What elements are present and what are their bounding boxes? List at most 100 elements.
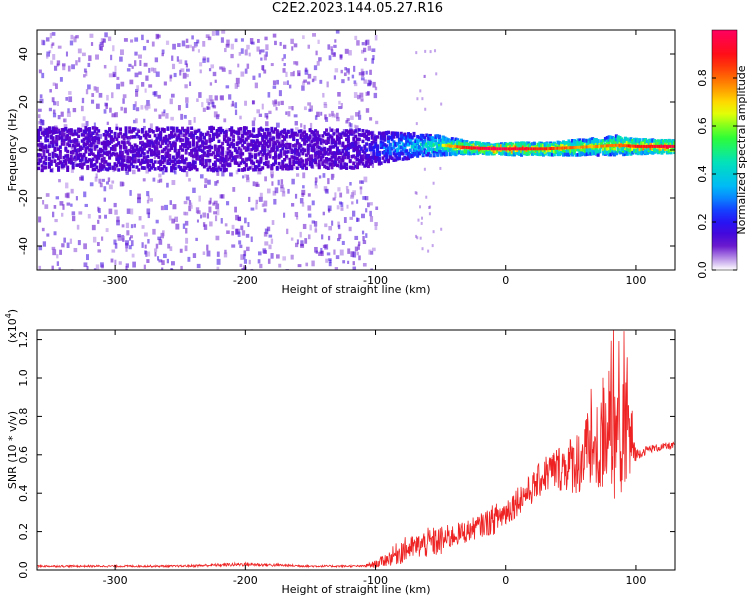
heatmap-scatter-cell: [360, 98, 364, 102]
heatmap-band-cell: [481, 149, 485, 154]
heatmap-core-cell: [645, 144, 649, 148]
heatmap-core-cell: [478, 146, 482, 150]
heatmap-scatter-cell: [176, 56, 179, 62]
heatmap-scatter-cell: [147, 103, 151, 109]
heatmap-band-cell: [284, 166, 288, 171]
heatmap-band-cell: [131, 153, 135, 158]
heatmap-scatter-cell: [129, 190, 132, 196]
heatmap-band-cell: [193, 154, 197, 159]
heatmap-band-cell: [306, 157, 310, 162]
heatmap-scatter-cell: [141, 34, 144, 41]
heatmap-band-cell: [270, 137, 274, 142]
heatmap-scatter-cell: [220, 218, 223, 224]
heatmap-band-cell: [664, 138, 668, 143]
heatmap-band-cell: [571, 143, 575, 148]
heatmap-band-cell: [432, 137, 436, 142]
heatmap-band-cell: [67, 160, 71, 164]
heatmap-band-cell: [137, 134, 141, 139]
heatmap-band-cell: [622, 141, 626, 146]
heatmap-scatter-cell: [63, 118, 67, 123]
heatmap-band-cell: [124, 167, 128, 171]
heatmap-band-cell: [181, 154, 185, 159]
heatmap-band-cell: [483, 142, 487, 147]
heatmap-band-cell: [452, 151, 456, 156]
heatmap-band-cell: [337, 137, 341, 142]
heatmap-band-cell: [361, 149, 365, 154]
heatmap-scatter-cell: [62, 64, 66, 71]
heatmap-band-cell: [297, 161, 301, 165]
heatmap-band-cell: [445, 139, 449, 144]
heatmap-scatter-cell: [87, 213, 91, 219]
heatmap-scatter-cell: [308, 108, 312, 112]
heatmap-band-cell: [551, 143, 555, 147]
heatmap-scatter-cell: [235, 214, 239, 221]
heatmap-band-cell: [421, 142, 425, 147]
heatmap-band-cell: [594, 137, 598, 142]
heatmap-band-cell: [188, 144, 192, 149]
heatmap-band-cell: [352, 143, 356, 148]
heatmap-band-cell: [206, 145, 210, 149]
heatmap-band-cell: [224, 139, 228, 144]
heatmap-scatter-cell: [237, 63, 240, 68]
heatmap-scatter-cell: [160, 205, 164, 211]
heatmap-band-cell: [166, 138, 170, 142]
heatmap-band-cell: [306, 151, 310, 155]
heatmap-band-cell: [390, 134, 394, 139]
heatmap-band-cell: [164, 146, 168, 150]
heatmap-band-cell: [242, 146, 246, 150]
heatmap-scatter-cell: [85, 70, 88, 77]
heatmap-band-cell: [538, 150, 542, 154]
heatmap-band-cell: [399, 137, 403, 142]
heatmap-band-cell: [75, 138, 79, 142]
heatmap-band-cell: [160, 155, 164, 160]
heatmap-scatter-cell: [128, 63, 132, 67]
heatmap-band-cell: [609, 135, 613, 140]
heatmap-band-cell: [270, 148, 274, 153]
heatmap-band-cell: [281, 146, 285, 151]
heatmap-band-cell: [195, 141, 199, 145]
heatmap-band-cell: [332, 163, 336, 167]
heatmap-scatter-cell: [134, 60, 137, 67]
heatmap-band-cell: [191, 148, 195, 152]
heatmap-band-cell: [137, 168, 141, 172]
heatmap-scatter-cell: [196, 219, 199, 223]
heatmap-band-cell: [428, 147, 432, 151]
heatmap-band-cell: [441, 152, 445, 156]
heatmap-band-cell: [37, 152, 40, 157]
heatmap-band-cell: [478, 144, 482, 149]
heatmap-band-cell: [228, 149, 232, 154]
heatmap-band-cell: [532, 151, 536, 156]
heatmap-scatter-cell: [219, 66, 223, 70]
heatmap-band-cell: [288, 164, 292, 168]
heatmap-band-cell: [381, 142, 385, 147]
heatmap-scatter-cell: [132, 104, 136, 111]
heatmap-band-cell: [199, 134, 203, 138]
heatmap-band-cell: [401, 133, 405, 138]
heatmap-band-cell: [40, 148, 44, 152]
heatmap-band-cell: [204, 162, 208, 166]
heatmap-band-cell: [264, 162, 268, 167]
heatmap-band-cell: [434, 147, 438, 152]
heatmap-scatter-cell: [134, 51, 138, 56]
heatmap-scatter-cell: [419, 89, 422, 93]
heatmap-band-cell: [248, 152, 252, 157]
heatmap-core-cell: [481, 146, 485, 150]
heatmap-scatter-cell: [239, 244, 243, 249]
heatmap-core-cell: [500, 147, 504, 151]
heatmap-scatter-cell: [345, 120, 349, 124]
heatmap-band-cell: [268, 140, 272, 144]
heatmap-band-cell: [77, 163, 81, 167]
heatmap-band-cell: [259, 159, 263, 163]
heatmap-band-cell: [49, 168, 53, 173]
heatmap-band-cell: [255, 147, 259, 152]
heatmap-band-cell: [487, 149, 491, 154]
heatmap-scatter-cell: [331, 110, 334, 117]
heatmap-band-cell: [427, 152, 431, 156]
heatmap-band-cell: [359, 154, 363, 158]
heatmap-band-cell: [376, 144, 380, 148]
heatmap-band-cell: [428, 133, 432, 138]
heatmap-scatter-cell: [265, 44, 269, 51]
heatmap-band-cell: [275, 130, 279, 134]
heatmap-scatter-cell: [314, 246, 318, 253]
heatmap-band-cell: [95, 160, 99, 164]
